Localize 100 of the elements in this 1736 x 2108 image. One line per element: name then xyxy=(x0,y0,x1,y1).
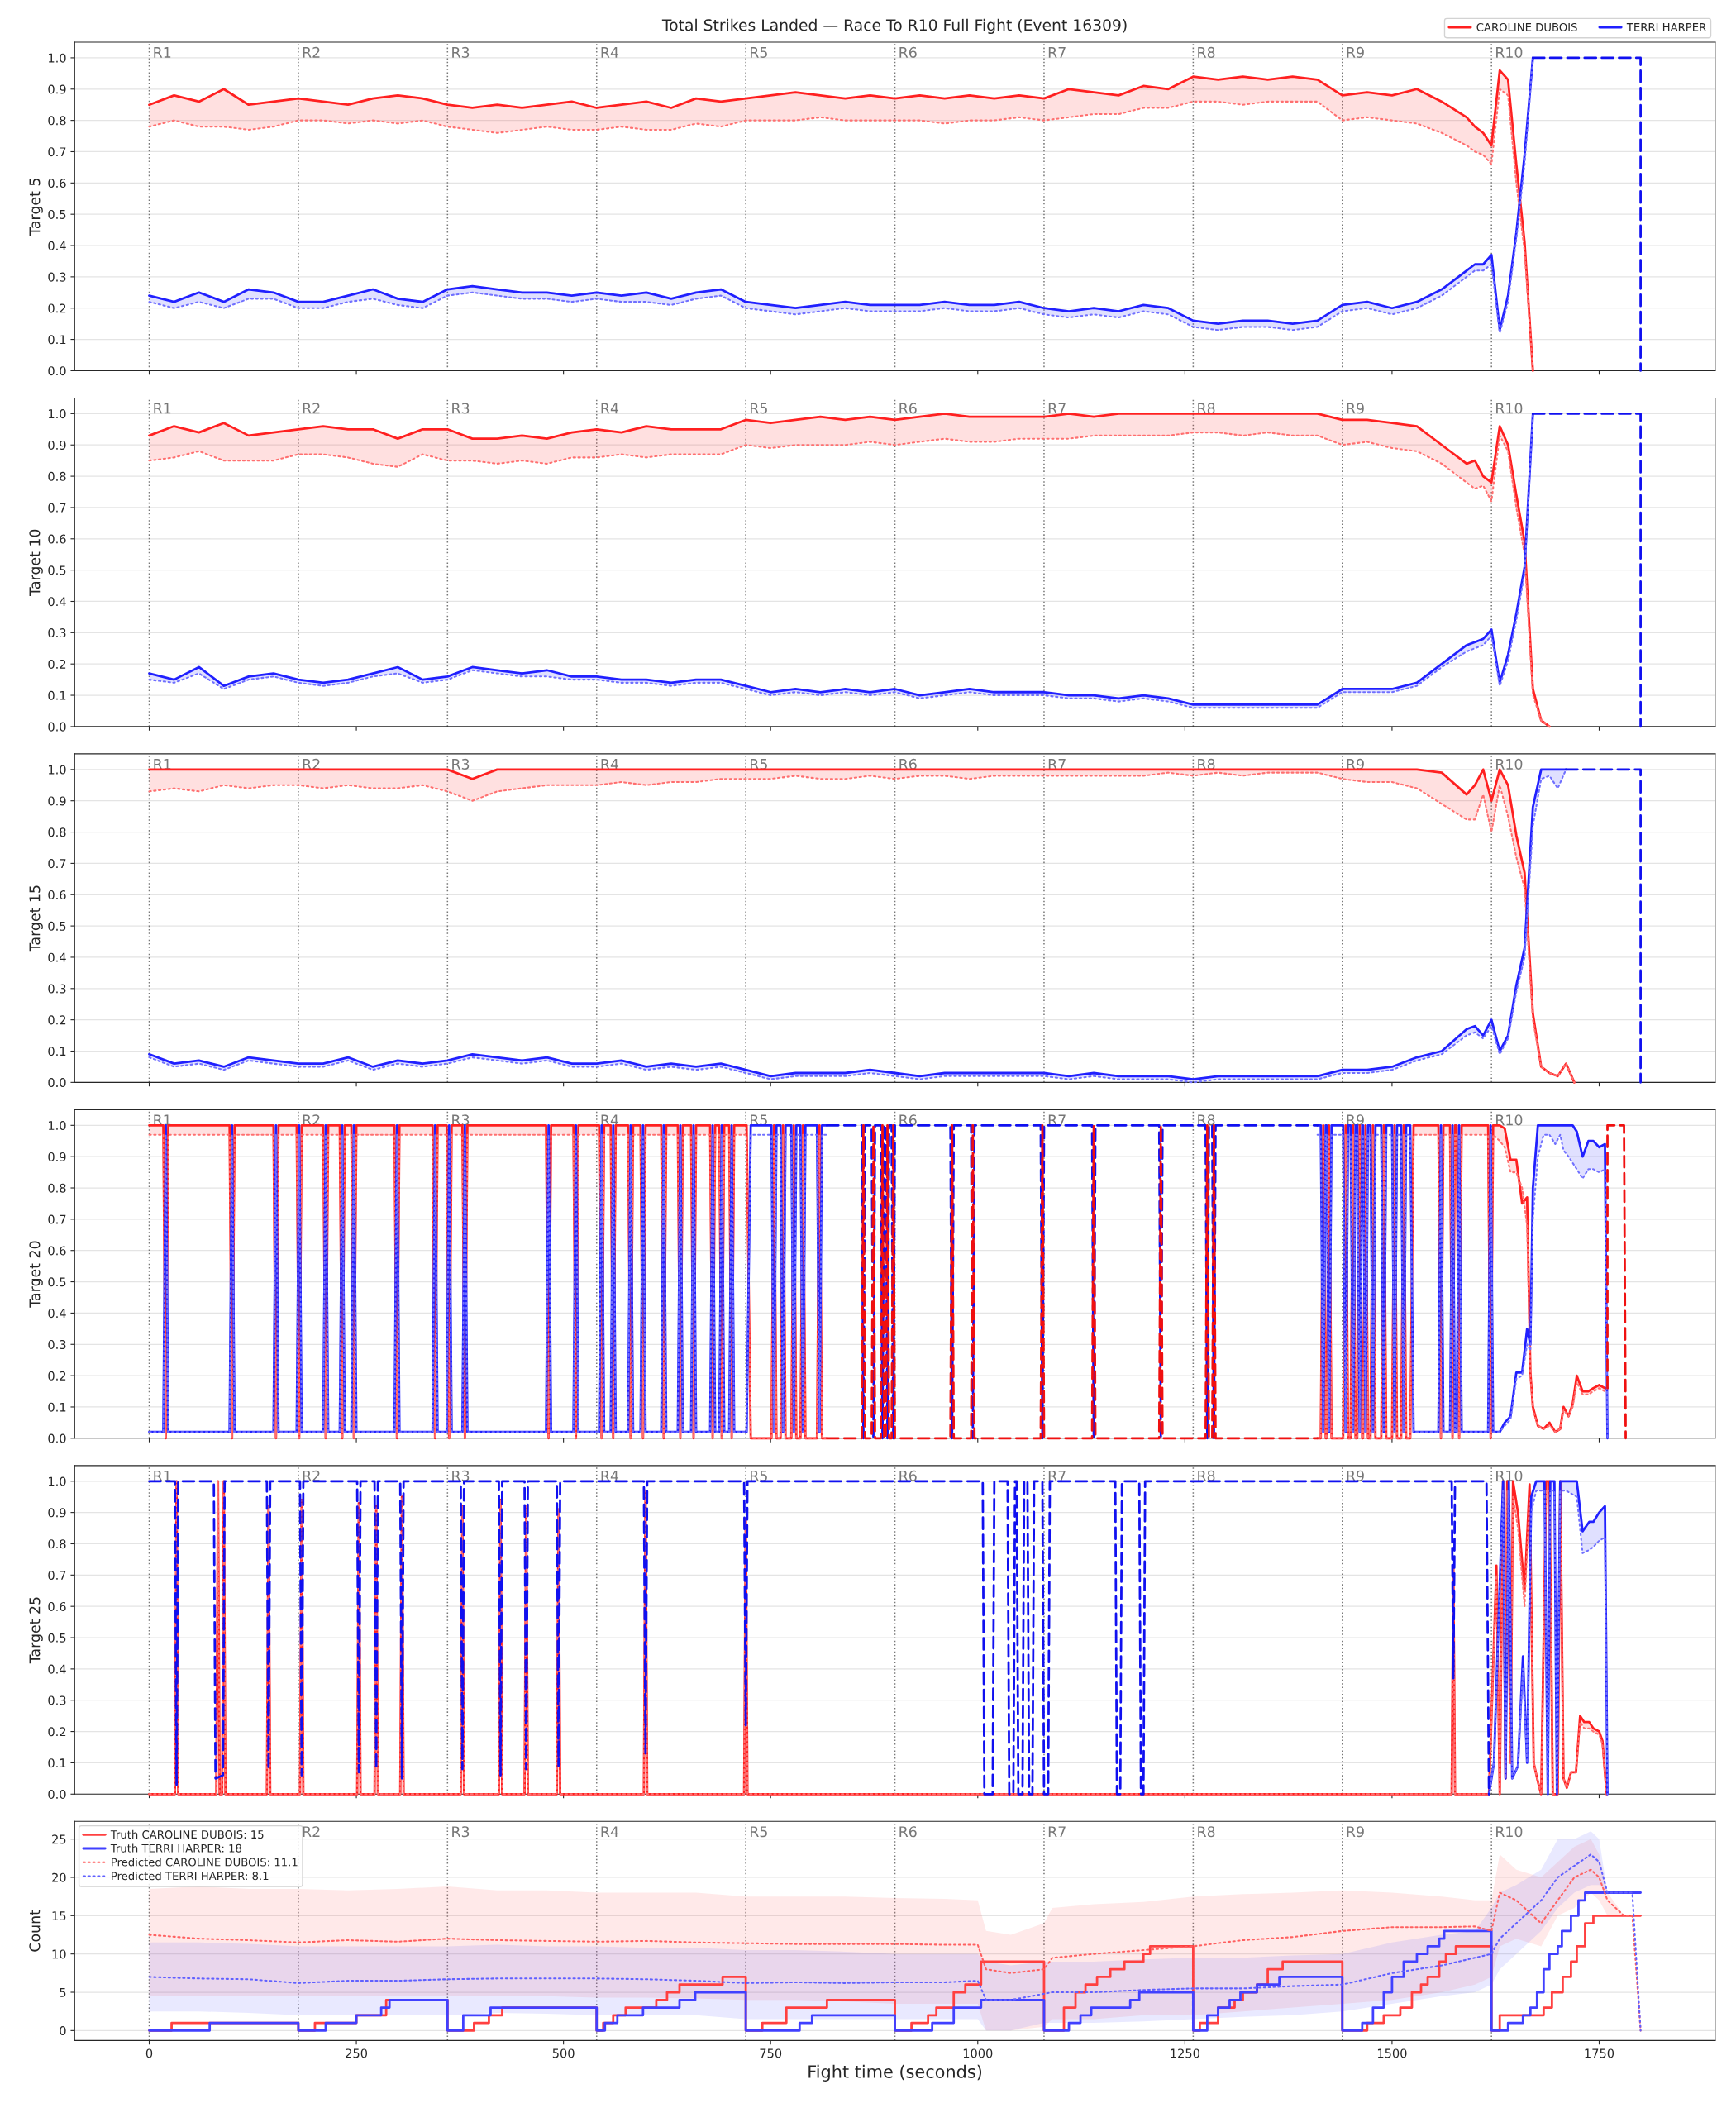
ref-line-label: R1 xyxy=(154,403,171,414)
y-tick-label: 10 xyxy=(52,1949,66,1959)
y-tick-label: 0.1 xyxy=(48,1758,66,1768)
y-tick-label: 0.2 xyxy=(48,1371,66,1381)
ref-line-label: R6 xyxy=(899,403,917,414)
ref-line-label: R10 xyxy=(1496,46,1523,58)
y-tick-label: 0.6 xyxy=(48,1601,66,1611)
y-tick-label: 0.9 xyxy=(48,84,66,94)
y-axis-title: Target 20 xyxy=(29,1241,43,1308)
ref-line-label: R5 xyxy=(751,403,767,414)
ref-line-label: R3 xyxy=(452,758,470,770)
y-tick-label: 0.7 xyxy=(48,1571,66,1581)
ref-line-label: R6 xyxy=(899,46,917,58)
ref-line-label: R5 xyxy=(751,47,767,58)
ref-line-label: R4 xyxy=(601,1470,619,1481)
y-tick-label: 0.6 xyxy=(48,889,66,899)
y-tick-label: 0.5 xyxy=(48,1633,66,1643)
ref-line-label: R6 xyxy=(899,1826,917,1838)
y-tick-label: 20 xyxy=(52,1872,66,1882)
y-tick-label: 0.1 xyxy=(48,690,66,700)
y-tick-label: 0.4 xyxy=(48,241,66,250)
ref-line-label: R1 xyxy=(154,47,171,58)
legend-label: Predicted TERRI HARPER: 8.1 xyxy=(112,1872,269,1881)
ref-line-label: R7 xyxy=(1048,47,1066,58)
y-tick-label: 0.5 xyxy=(48,921,66,931)
y-tick-label: 0.6 xyxy=(48,534,66,544)
legend-label: CAROLINE DUBOIS xyxy=(1476,22,1577,31)
ref-line-label: R9 xyxy=(1347,1114,1364,1126)
y-tick-label: 0.1 xyxy=(48,335,66,345)
y-tick-label: 0.7 xyxy=(48,1214,66,1224)
chart-title: Total Strikes Landed — Race To R10 Full Fight (Event 16309) xyxy=(661,18,1127,35)
y-tick-label: 0.7 xyxy=(48,859,66,869)
y-tick-label: 1.0 xyxy=(48,409,66,419)
y-tick-label: 0.3 xyxy=(48,1339,66,1350)
y-tick-label: 0 xyxy=(60,2026,66,2036)
y-tick-label: 5 xyxy=(60,1987,66,1997)
ref-line-label: R7 xyxy=(1048,403,1066,414)
ref-line-label: R7 xyxy=(1048,759,1066,770)
y-tick-label: 15 xyxy=(52,1911,66,1921)
y-tick-label: 1.0 xyxy=(48,1121,66,1131)
y-tick-label: 0.3 xyxy=(48,272,66,282)
y-tick-label: 0.9 xyxy=(48,1508,66,1518)
y-tick-label: 1.0 xyxy=(48,765,66,775)
y-tick-label: 25 xyxy=(52,1834,66,1844)
ref-line-label: R7 xyxy=(1048,1826,1066,1838)
y-tick-label: 0.3 xyxy=(48,1695,66,1705)
y-tick-label: 0.8 xyxy=(48,471,66,481)
ref-line-label: R8 xyxy=(1198,46,1215,58)
ref-line-label: R4 xyxy=(601,1114,619,1126)
ref-line-label: R4 xyxy=(601,403,619,414)
y-tick-label: 0.2 xyxy=(48,1015,66,1025)
legend-label: Truth TERRI HARPER: 18 xyxy=(110,1843,241,1853)
ref-line-label: R10 xyxy=(1496,1470,1523,1481)
y-tick-label: 0.5 xyxy=(48,565,66,575)
x-tick-label: 250 xyxy=(346,2048,368,2058)
y-tick-label: 0.5 xyxy=(48,209,66,219)
ref-line-label: R3 xyxy=(452,403,470,414)
ref-line-label: R5 xyxy=(751,1826,767,1838)
legend-label: TERRI HARPER xyxy=(1626,23,1706,31)
y-tick-label: 0.8 xyxy=(48,1539,66,1549)
x-tick-label: 750 xyxy=(760,2048,782,2058)
x-tick-label: 1250 xyxy=(1171,2048,1199,2058)
y-tick-label: 0.8 xyxy=(48,116,66,126)
y-tick-label: 0.7 xyxy=(48,503,66,513)
y-tick-label: 0.4 xyxy=(48,1664,66,1674)
ref-line-label: R8 xyxy=(1198,1470,1215,1481)
y-tick-label: 0.4 xyxy=(48,597,66,607)
x-tick-label: 500 xyxy=(552,2048,575,2058)
x-tick-label: 1000 xyxy=(963,2048,993,2058)
y-tick-label: 0.8 xyxy=(48,827,66,837)
ref-line-label: R4 xyxy=(601,47,619,58)
ref-line-label: R9 xyxy=(1347,1470,1364,1481)
y-tick-label: 0.9 xyxy=(48,1152,66,1161)
legend-label: Truth CAROLINE DUBOIS: 15 xyxy=(110,1829,264,1839)
y-axis-title: Target 25 xyxy=(29,1597,43,1664)
y-tick-label: 0.6 xyxy=(48,1246,66,1256)
y-tick-label: 0.3 xyxy=(48,628,66,638)
x-tick-label: 1750 xyxy=(1585,2048,1614,2058)
y-tick-label: 0.7 xyxy=(48,147,66,157)
ref-line-label: R8 xyxy=(1198,1114,1215,1126)
ref-line-label: R2 xyxy=(303,403,320,414)
legend-label: Predicted CAROLINE DUBOIS: 11.1 xyxy=(112,1858,298,1867)
ref-line-label: R8 xyxy=(1198,1826,1215,1838)
ref-line-label: R7 xyxy=(1048,1470,1066,1481)
ref-line-label: R9 xyxy=(1347,46,1364,58)
ref-line-label: R4 xyxy=(601,759,619,770)
y-tick-label: 0.2 xyxy=(48,1727,66,1737)
ref-line-label: R10 xyxy=(1496,403,1523,414)
y-axis-title: Count xyxy=(29,1910,41,1952)
y-tick-label: 0.0 xyxy=(48,1078,66,1088)
y-tick-label: 0.0 xyxy=(48,722,66,732)
ref-line-label: R7 xyxy=(1048,1114,1066,1126)
y-tick-label: 0.2 xyxy=(48,659,66,669)
y-axis-title: Target 15 xyxy=(29,885,43,952)
y-tick-label: 0.9 xyxy=(48,796,66,806)
y-tick-label: 0.0 xyxy=(48,1433,66,1443)
ref-line-label: R4 xyxy=(601,1826,619,1838)
ref-line-label: R5 xyxy=(751,1470,767,1481)
ref-line-label: R3 xyxy=(452,1826,470,1838)
y-axis-title: Target 10 xyxy=(29,529,43,596)
